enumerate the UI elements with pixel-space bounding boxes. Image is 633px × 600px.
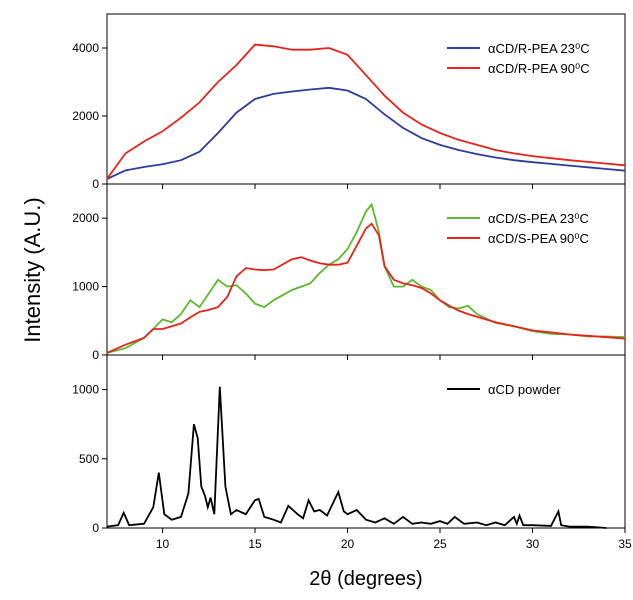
- y-tick-label: 1000: [72, 383, 99, 397]
- x-tick-label: 15: [248, 537, 262, 551]
- y-tick-label: 2000: [72, 211, 99, 225]
- x-tick-label: 25: [433, 537, 447, 551]
- data-line: [106, 222, 626, 354]
- legend-label: αCD/R-PEA 23⁰C: [488, 41, 590, 56]
- x-tick-label: 35: [618, 537, 632, 551]
- legend-label: αCD powder: [488, 382, 561, 397]
- data-line: [106, 86, 626, 180]
- y-axis-label: Intensity (A.U.): [20, 197, 45, 342]
- legend-label: αCD/R-PEA 90⁰C: [488, 61, 590, 76]
- y-tick-label: 0: [92, 521, 99, 535]
- data-line: [106, 202, 626, 354]
- y-tick-label: 0: [92, 177, 99, 191]
- x-tick-label: 10: [156, 537, 170, 551]
- y-tick-label: 2000: [72, 109, 99, 123]
- y-tick-label: 500: [79, 452, 99, 466]
- data-line: [106, 43, 626, 180]
- y-tick-label: 1000: [72, 280, 99, 294]
- plot-frame: [106, 354, 626, 529]
- data-line: [106, 386, 607, 529]
- legend-label: αCD/S-PEA 23⁰C: [488, 211, 589, 226]
- y-tick-label: 0: [92, 348, 99, 362]
- x-axis-label: 2θ (degrees): [309, 568, 422, 590]
- x-tick-label: 30: [526, 537, 540, 551]
- x-tick-label: 20: [341, 537, 355, 551]
- y-tick-label: 4000: [72, 41, 99, 55]
- legend-label: αCD/S-PEA 90⁰C: [488, 231, 589, 246]
- plot-frame: [106, 183, 626, 356]
